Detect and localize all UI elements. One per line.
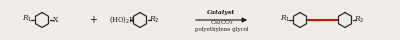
Text: Cs$_2$CO$_3$: Cs$_2$CO$_3$ [210,19,234,27]
Text: R$_1$: R$_1$ [280,14,291,24]
Text: R$_2$: R$_2$ [149,15,160,25]
Text: X: X [53,16,59,24]
Text: +: + [89,15,97,25]
Text: R$_1$: R$_1$ [22,14,33,24]
Text: Catalyst: Catalyst [207,10,236,15]
Text: polyethylene glycol: polyethylene glycol [195,27,248,32]
Text: R$_2$: R$_2$ [354,15,365,25]
Text: (HO)$_2$B: (HO)$_2$B [110,15,136,25]
